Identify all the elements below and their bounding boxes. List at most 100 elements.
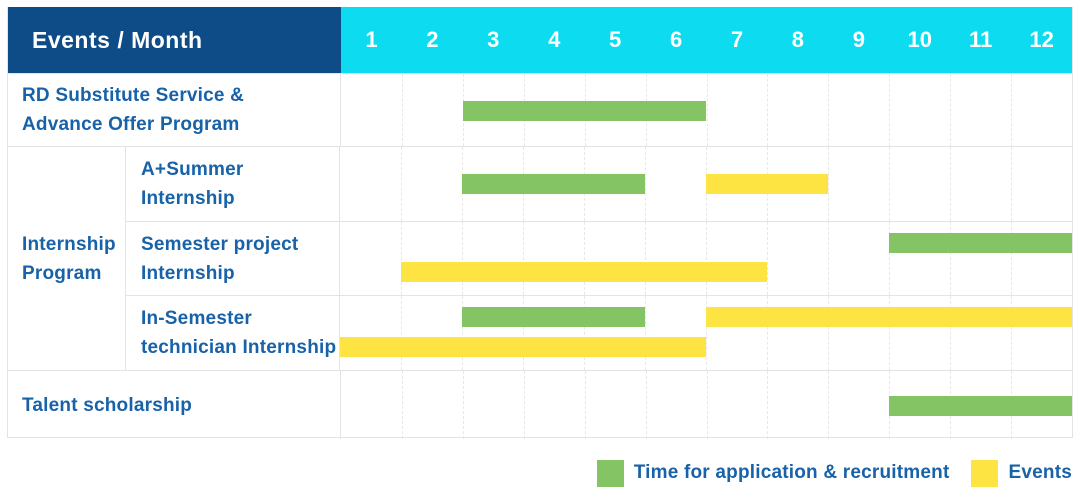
month-grid-line [584, 222, 585, 295]
month-grid [341, 74, 1072, 146]
month-grid-line [462, 371, 464, 439]
month-grid-line [889, 74, 891, 146]
legend-label: Time for application & recruitment [633, 462, 950, 483]
label-line: Semester project [141, 233, 299, 255]
gantt-bar-yellow [340, 337, 706, 357]
legend-swatch-yellow [971, 459, 999, 487]
label-line: RD Substitute Service & [22, 85, 245, 106]
month-header-cell: 8 [791, 27, 805, 52]
row-label: In-Semester technician Internship [126, 296, 340, 370]
legend-item: Time for application & recruitment [596, 459, 950, 487]
month-grid-line [828, 222, 829, 295]
month-grid-line [645, 371, 647, 439]
gantt-bar-green [889, 396, 1072, 416]
month-grid-line [950, 74, 952, 146]
gantt-bar-yellow [401, 262, 767, 282]
label-line: technician Internship [141, 337, 337, 358]
month-grid-line [645, 222, 646, 295]
months-header: 1 2 3 4 5 6 7 8 9 10 11 12 [341, 7, 1072, 73]
group-rows: A+Summer Internship Semester project Intern… [126, 147, 1072, 370]
month-grid-line [1011, 296, 1012, 370]
month-grid-line [1011, 74, 1013, 146]
label-line: Talent scholarship [22, 394, 193, 416]
month-grid [340, 222, 1072, 295]
table-row: Talent scholarship [8, 370, 1072, 439]
month-grid-line [950, 147, 951, 221]
month-grid-line [645, 147, 646, 221]
month-grid-line [706, 296, 707, 370]
row-label: A+Summer Internship [126, 147, 340, 221]
row-label: Semester project Internship [126, 222, 340, 295]
label-line: Internship [141, 188, 235, 209]
row-label: Talent scholarship [8, 371, 341, 439]
month-grid-line [401, 222, 402, 295]
legend-label: Events [1008, 462, 1072, 483]
month-header-cell: 11 [969, 27, 993, 52]
month-grid-line [1011, 147, 1012, 221]
month-grid-line [401, 147, 402, 221]
month-header-cell: 3 [487, 27, 500, 52]
table-row: Semester project Internship [126, 221, 1072, 295]
month-grid-line [645, 296, 646, 370]
gantt-bar-green [889, 233, 1072, 253]
label-line: Program [22, 262, 102, 284]
month-grid-line [706, 222, 707, 295]
month-header-cell: 2 [426, 27, 439, 52]
month-grid [340, 147, 1072, 221]
table-row: RD Substitute Service & Advance Offer Pro… [8, 73, 1072, 146]
table-row: A+Summer Internship [126, 147, 1072, 221]
gantt-bar-green [462, 174, 645, 194]
month-header-cell: 12 [1029, 27, 1054, 52]
month-header-cell: 5 [609, 27, 622, 52]
month-grid-line [950, 222, 951, 295]
group-section: Internship Program A+Summer Internship Semes… [8, 146, 1072, 370]
month-grid-line [706, 74, 708, 146]
group-label: Internship Program [8, 147, 126, 370]
month-grid-line [767, 222, 768, 295]
month-grid-line [584, 371, 586, 439]
month-header-cell: 1 [365, 27, 378, 52]
events-month-header-cell: Events / Month [8, 7, 341, 73]
table-row: In-Semester technician Internship [126, 295, 1072, 370]
month-grid-line [401, 74, 403, 146]
month-header-cell: 6 [669, 27, 683, 52]
month-grid-line [828, 296, 829, 370]
label-line: In-Semester [141, 308, 252, 329]
month-grid-line [767, 296, 768, 370]
month-grid-line [462, 296, 463, 370]
month-grid-line [706, 371, 708, 439]
month-grid-line [401, 371, 403, 439]
gantt-bar-green [462, 307, 645, 327]
label-line: Internship [22, 233, 116, 255]
month-grid-line [828, 147, 829, 221]
month-grid-line [767, 74, 769, 146]
label-line: A+Summer [141, 159, 244, 180]
gantt-table: Events / Month 1 2 3 4 5 6 7 8 9 10 11 12 RD Substi… [7, 7, 1073, 439]
month-header-cell: 4 [548, 27, 561, 52]
month-grid-line [828, 371, 830, 439]
month-grid-line [889, 147, 890, 221]
month-grid-line [523, 296, 524, 370]
gantt-bar-yellow [706, 174, 828, 194]
legend-item: Events [971, 459, 1072, 487]
table-body: RD Substitute Service & Advance Offer Pro… [8, 73, 1072, 439]
month-grid-line [462, 222, 463, 295]
month-grid-line [889, 222, 890, 295]
month-header-cell: 10 [907, 27, 932, 52]
row-label: RD Substitute Service & Advance Offer Pro… [8, 74, 341, 146]
label-line: Internship [141, 262, 235, 284]
month-grid-line [828, 74, 830, 146]
month-grid-line [767, 371, 769, 439]
month-header-cell: 9 [852, 27, 865, 52]
table-header-row: Events / Month 1 2 3 4 5 6 7 8 9 10 11 12 [8, 7, 1072, 73]
gantt-bar-green [462, 101, 707, 121]
month-grid-line [401, 296, 402, 370]
gantt-bar-yellow [706, 307, 1072, 327]
month-grid [341, 371, 1072, 439]
month-grid-line [1011, 222, 1012, 295]
month-grid-line [584, 296, 585, 370]
label-line: Advance Offer Program [22, 114, 240, 135]
month-grid-line [950, 296, 951, 370]
month-grid-line [523, 222, 524, 295]
legend: Time for application & recruitment Events [596, 459, 1072, 487]
